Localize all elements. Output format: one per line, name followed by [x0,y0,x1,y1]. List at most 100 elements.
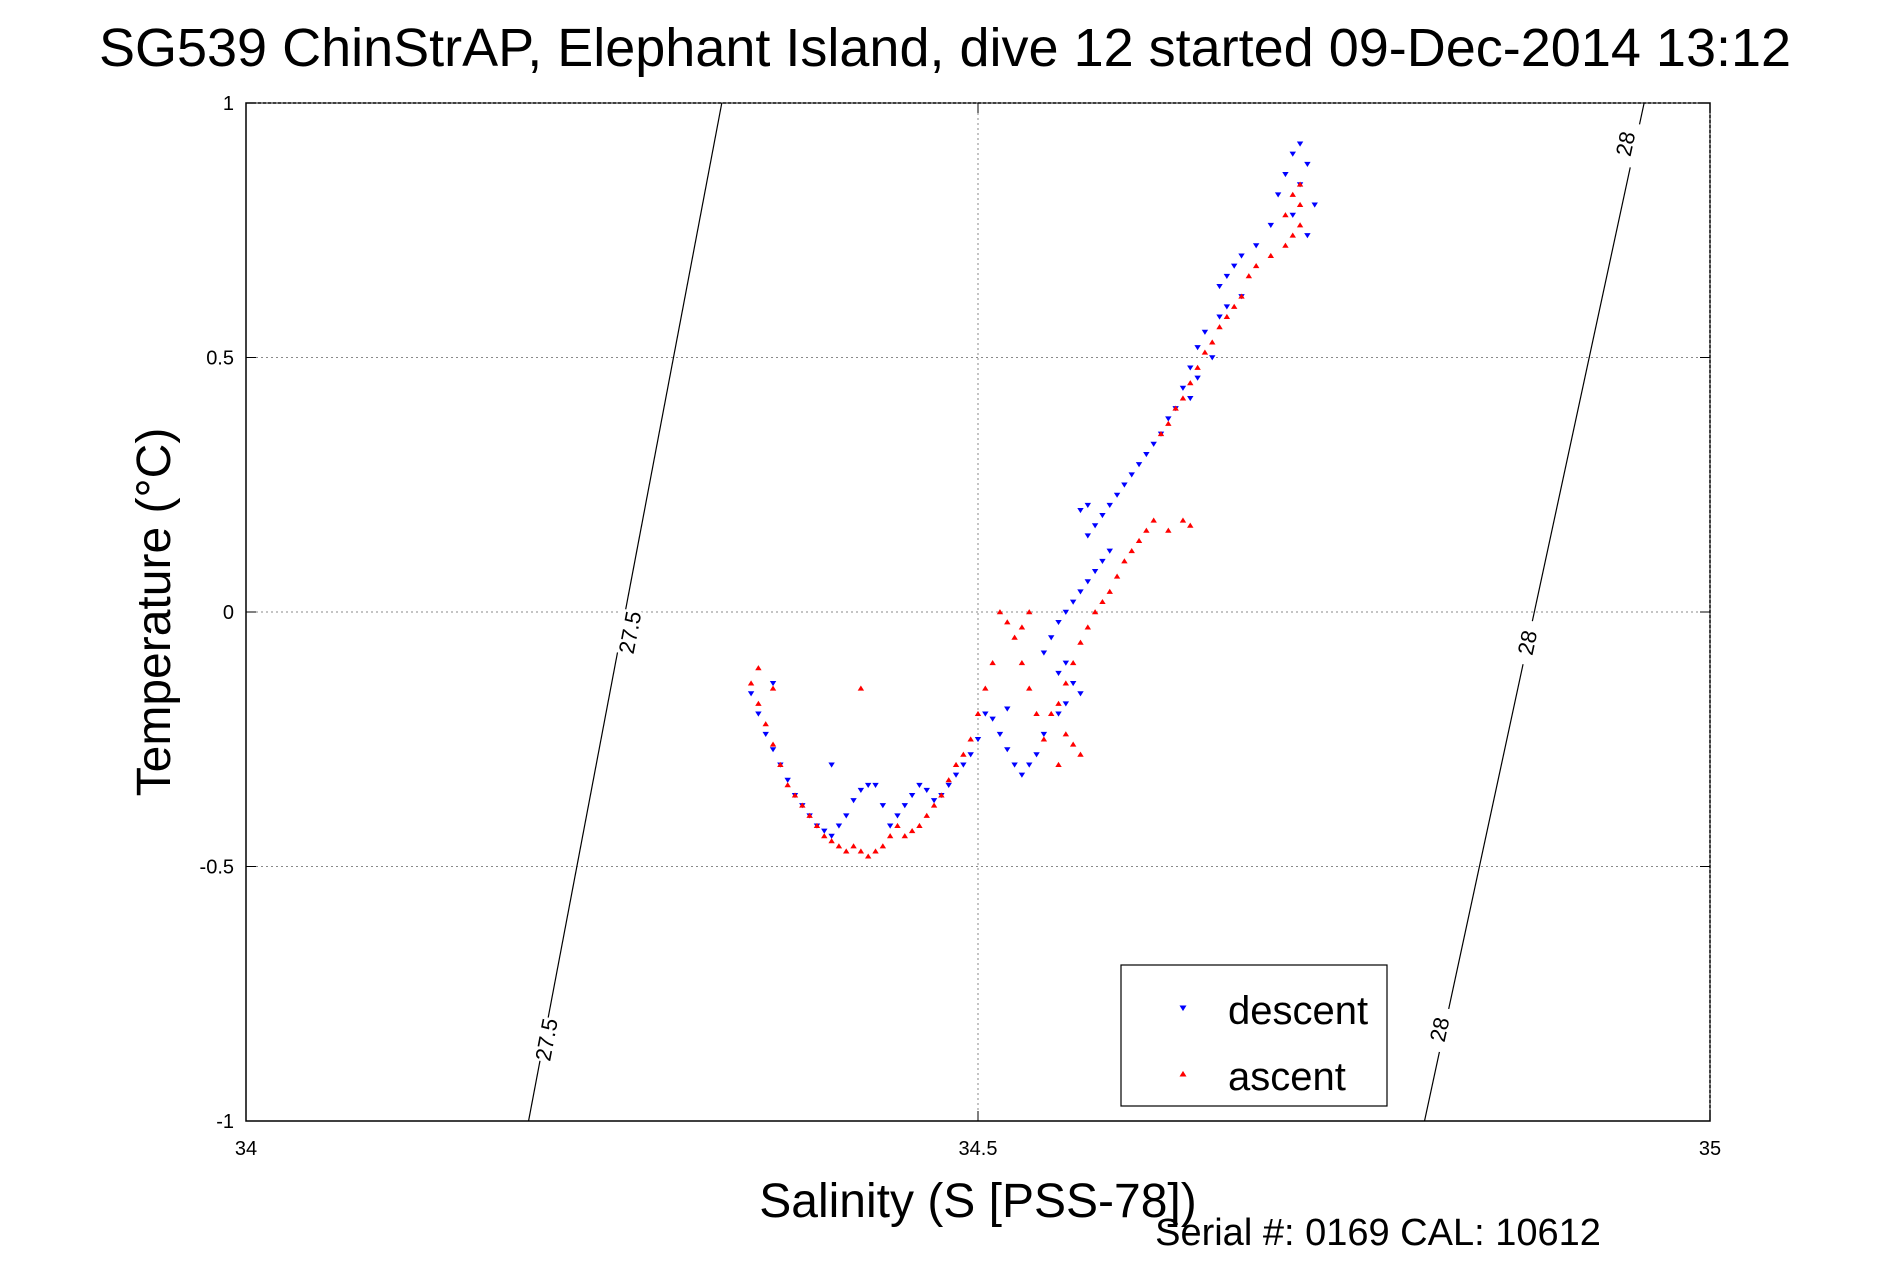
ascent-point [1150,517,1157,523]
axis-ticks: 34 34.5 35 -1 -0.5 0 0.5 1 [200,93,1722,1160]
legend: descent ascent [1120,964,1388,1107]
ascent-point [1135,537,1143,543]
ascent-point [1048,710,1055,717]
ascent-point [1245,273,1253,279]
contour-label-bg [1607,119,1643,168]
descent-point [1106,502,1113,508]
ascent-point [996,609,1004,615]
descent-point [1084,533,1091,539]
descent-point [1033,752,1040,758]
ascent-point [938,792,945,798]
ascent-point [1296,222,1304,228]
ascent-point [755,665,762,671]
descent-point [1179,385,1187,391]
descent-point [879,803,887,809]
descent-point [1055,711,1062,717]
descent-point [1018,772,1026,778]
ascent-point [872,848,879,854]
descent-point [1165,416,1172,422]
ascent-point [930,802,938,808]
descent-point [1187,395,1194,402]
ascent-point [908,827,916,834]
ascent-point [1055,761,1062,767]
descent-point [945,782,952,788]
ascent-point [1194,364,1201,370]
contour-line-28 [1423,102,1645,1122]
ascent-point [916,822,923,829]
ascent-point [1282,242,1289,248]
descent-point [1026,762,1033,768]
descent-point [982,711,989,717]
descent-point [923,787,930,794]
descent-point [1296,141,1304,147]
ascent-point [791,792,799,798]
descent-point [989,716,996,722]
ascent-point [1231,303,1238,309]
descent-point [769,747,777,753]
descent-point [762,731,769,738]
descent-point [1216,314,1223,320]
ascent-point [828,838,835,844]
ascent-point [1223,313,1231,320]
descent-point [872,782,879,788]
descent-point [1128,472,1135,478]
ascent-point [762,721,769,727]
descent-point [960,762,967,768]
ascent-point [1238,293,1245,299]
y-tick-label: 1 [223,93,234,115]
ascent-point [1187,522,1194,528]
ascent-point [879,843,887,849]
descent-point [1004,706,1011,712]
descent-point [1069,681,1077,687]
chart-title: SG539 ChinStrAP, Elephant Island, dive 1… [99,18,1791,78]
descent-point [1048,635,1055,641]
descent-point [1252,243,1260,249]
ascent-point [1091,609,1099,615]
descent-point [1304,161,1311,167]
descent-point [850,798,857,804]
descent-point [1209,355,1216,361]
ascent-point [1018,624,1026,630]
descent-point [1099,558,1106,564]
ascent-point [989,660,996,666]
ascent-point [1040,736,1048,742]
ascent-point [784,782,791,788]
descent-point [835,823,843,829]
ascent-point [1062,731,1070,737]
contour-label-bg [529,1015,563,1064]
descent-point [1143,451,1150,458]
ascent-point [945,777,952,783]
ascent-point [1026,609,1033,615]
descent-point [1040,650,1048,656]
descent-point [967,752,974,758]
ascent-point [1106,588,1113,594]
x-tick-label: 35 [1699,1138,1721,1160]
descent-point [1004,747,1011,753]
descent-point [828,762,835,768]
ascent-point [813,822,821,829]
ascent-point [850,843,857,849]
descent-point [1194,375,1201,381]
descent-point [1267,222,1274,229]
descent-point [1106,548,1113,554]
ascent-point [1157,430,1165,437]
ascent-point [1296,181,1304,187]
ascent-point [1077,751,1084,757]
descent-point [1150,441,1157,447]
descent-point [974,737,982,743]
descent-point [1077,507,1084,514]
descent-point [784,777,791,783]
descent-point [1289,151,1296,157]
y-axis-label: Temperature (°C) [128,428,181,797]
contour-label-28: 28 [1425,1015,1455,1044]
ascent-point [1252,263,1260,269]
ascent-point [1099,598,1106,605]
descent-point [1223,304,1231,310]
descent-point [865,782,872,788]
descent-point [1099,513,1106,519]
ascent-point [769,685,777,691]
ascent-point [1033,710,1040,717]
descent-point [1201,329,1209,335]
descent-point [1194,345,1201,351]
ascent-point [1113,573,1121,579]
